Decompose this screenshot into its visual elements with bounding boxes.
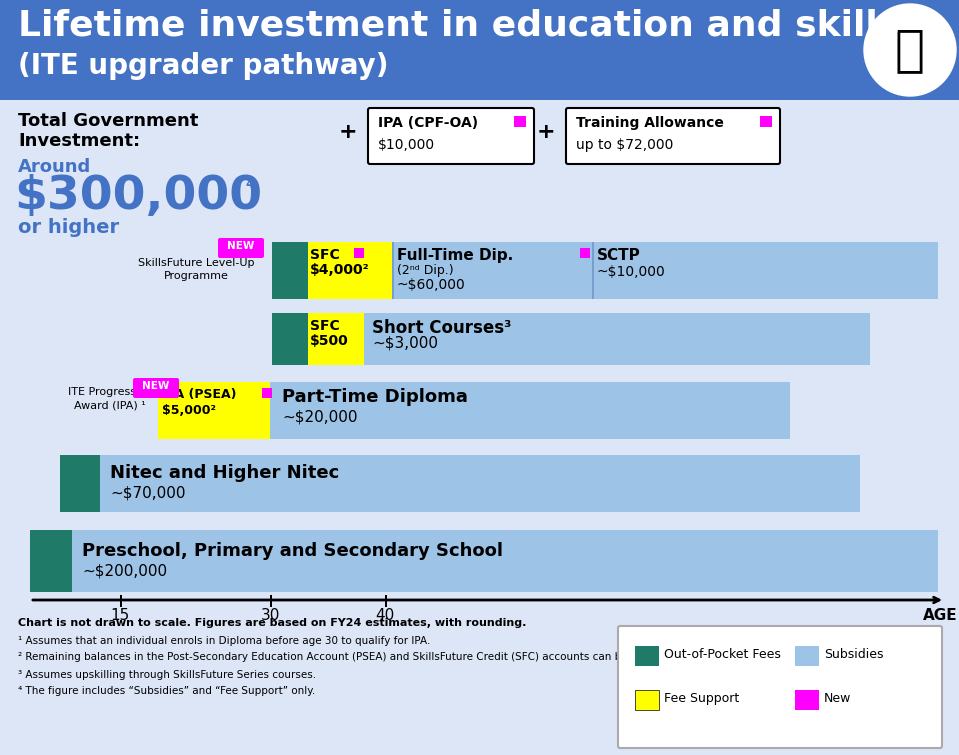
Text: Part-Time Diploma: Part-Time Diploma bbox=[282, 388, 468, 406]
Text: IPA (CPF-OA): IPA (CPF-OA) bbox=[378, 116, 479, 130]
Text: AGE: AGE bbox=[923, 608, 957, 623]
Bar bbox=[0, 0, 959, 100]
Text: ~$200,000: ~$200,000 bbox=[82, 563, 167, 578]
Text: $500: $500 bbox=[310, 334, 349, 348]
Text: +: + bbox=[537, 122, 555, 142]
Bar bbox=[60, 455, 860, 512]
Text: ITE Progression: ITE Progression bbox=[67, 387, 152, 397]
Bar bbox=[635, 690, 659, 710]
Text: NEW: NEW bbox=[142, 381, 170, 391]
Text: ~$60,000: ~$60,000 bbox=[397, 278, 466, 292]
Text: SFC: SFC bbox=[310, 319, 339, 333]
Text: NEW: NEW bbox=[227, 241, 255, 251]
Bar bbox=[30, 530, 72, 592]
Bar bbox=[60, 455, 100, 512]
Text: New: New bbox=[824, 692, 852, 705]
Bar bbox=[514, 116, 526, 127]
Text: $4,000²: $4,000² bbox=[310, 263, 369, 277]
Bar bbox=[635, 646, 659, 666]
Text: $300,000: $300,000 bbox=[14, 174, 262, 219]
Text: 4: 4 bbox=[245, 178, 254, 191]
Text: Total Government: Total Government bbox=[18, 112, 199, 130]
Text: Lifetime investment in education and skills: Lifetime investment in education and ski… bbox=[18, 8, 900, 42]
Text: ~$20,000: ~$20,000 bbox=[282, 409, 358, 424]
Text: Out-of-Pocket Fees: Out-of-Pocket Fees bbox=[664, 648, 781, 661]
Bar bbox=[272, 313, 308, 365]
Bar bbox=[158, 382, 790, 439]
FancyBboxPatch shape bbox=[133, 378, 179, 398]
Text: $5,000²: $5,000² bbox=[162, 404, 216, 417]
Text: SkillsFuture Level-Up: SkillsFuture Level-Up bbox=[138, 258, 254, 268]
Text: ¹ Assumes that an individual enrols in Diploma before age 30 to qualify for IPA.: ¹ Assumes that an individual enrols in D… bbox=[18, 636, 431, 646]
Text: or higher: or higher bbox=[18, 218, 119, 237]
Bar bbox=[760, 116, 772, 127]
Text: ~$10,000: ~$10,000 bbox=[597, 265, 666, 279]
Bar bbox=[308, 242, 392, 299]
FancyBboxPatch shape bbox=[368, 108, 534, 164]
Text: 15: 15 bbox=[110, 608, 129, 623]
Text: ³ Assumes upskilling through SkillsFuture Series courses.: ³ Assumes upskilling through SkillsFutur… bbox=[18, 670, 316, 680]
Text: Preschool, Primary and Secondary School: Preschool, Primary and Secondary School bbox=[82, 542, 503, 560]
Text: Subsidies: Subsidies bbox=[824, 648, 883, 661]
Bar bbox=[272, 242, 308, 299]
Text: 30: 30 bbox=[260, 608, 280, 623]
Bar bbox=[392, 242, 393, 299]
Bar bbox=[354, 248, 364, 258]
Text: Short Courses³: Short Courses³ bbox=[372, 319, 511, 337]
Text: ~$70,000: ~$70,000 bbox=[110, 485, 185, 500]
Text: $10,000: $10,000 bbox=[378, 138, 435, 152]
Text: Full-Time Dip.: Full-Time Dip. bbox=[397, 248, 513, 263]
Bar bbox=[795, 646, 819, 666]
Bar bbox=[795, 690, 819, 710]
Text: Programme: Programme bbox=[164, 271, 228, 281]
FancyBboxPatch shape bbox=[218, 238, 264, 258]
FancyBboxPatch shape bbox=[618, 626, 942, 748]
Text: 40: 40 bbox=[375, 608, 394, 623]
Bar bbox=[120, 595, 122, 607]
Text: (ITE upgrader pathway): (ITE upgrader pathway) bbox=[18, 52, 388, 80]
Bar bbox=[592, 242, 594, 299]
Text: Fee Support: Fee Support bbox=[664, 692, 739, 705]
Bar bbox=[385, 595, 387, 607]
Text: Around: Around bbox=[18, 158, 91, 176]
Text: ² Remaining balances in the Post-Secondary Education Account (PSEA) and SkillsFu: ² Remaining balances in the Post-Seconda… bbox=[18, 652, 764, 662]
Text: 🧒: 🧒 bbox=[895, 26, 925, 74]
Circle shape bbox=[864, 4, 956, 96]
Text: (2ⁿᵈ Dip.): (2ⁿᵈ Dip.) bbox=[397, 264, 454, 277]
Bar bbox=[30, 530, 938, 592]
Text: Award (IPA) ¹: Award (IPA) ¹ bbox=[74, 400, 146, 410]
Text: +: + bbox=[339, 122, 358, 142]
Text: Investment:: Investment: bbox=[18, 132, 140, 150]
Text: Training Allowance: Training Allowance bbox=[576, 116, 724, 130]
Text: IPA (PSEA): IPA (PSEA) bbox=[162, 388, 237, 401]
Text: Nitec and Higher Nitec: Nitec and Higher Nitec bbox=[110, 464, 339, 482]
Text: up to $72,000: up to $72,000 bbox=[576, 138, 673, 152]
Bar bbox=[580, 248, 590, 258]
Text: Chart is not drawn to scale. Figures are based on FY24 estimates, with rounding.: Chart is not drawn to scale. Figures are… bbox=[18, 618, 526, 628]
FancyBboxPatch shape bbox=[566, 108, 780, 164]
Bar bbox=[272, 313, 870, 365]
Bar bbox=[262, 388, 272, 398]
Text: SCTP: SCTP bbox=[597, 248, 641, 263]
Text: ⁴ The figure includes “Subsidies” and “Fee Support” only.: ⁴ The figure includes “Subsidies” and “F… bbox=[18, 686, 316, 696]
Bar bbox=[270, 595, 272, 607]
Text: ~$3,000: ~$3,000 bbox=[372, 335, 438, 350]
Bar bbox=[308, 313, 364, 365]
Bar bbox=[272, 242, 938, 299]
Text: SFC: SFC bbox=[310, 248, 339, 262]
Bar bbox=[158, 382, 270, 439]
